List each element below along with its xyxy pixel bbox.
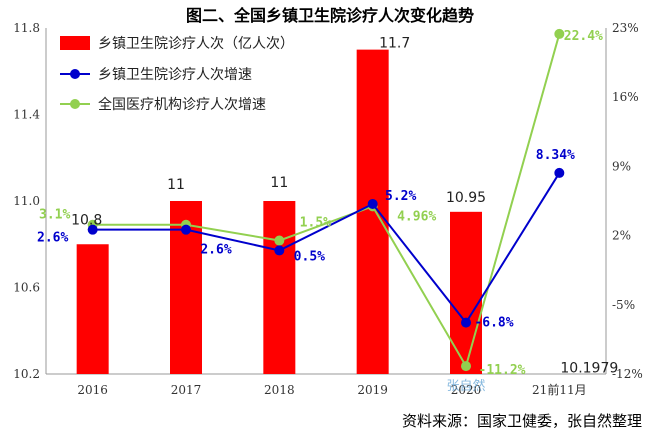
- right-tick-label: -12%: [612, 367, 643, 381]
- town-rate-line: [92, 172, 561, 325]
- national-rate-label: 1.5%: [300, 216, 331, 231]
- point: [87, 224, 98, 235]
- legend-label: 全国医疗机构诊疗人次增速: [98, 96, 266, 113]
- x-tick-label: 2016: [77, 383, 108, 397]
- point: [554, 28, 565, 39]
- right-tick-label: 9%: [612, 159, 631, 173]
- bar: [450, 211, 482, 374]
- right-tick-label: 16%: [612, 90, 639, 104]
- national-rate-line: [92, 33, 561, 369]
- right-tick-label: -5%: [612, 298, 635, 312]
- point: [367, 198, 378, 209]
- left-tick-label: 11.4: [13, 108, 40, 122]
- national-rate-label: -11.2%: [479, 363, 526, 378]
- x-tick-label: 2018: [264, 383, 295, 397]
- point: [274, 245, 285, 256]
- x-tick-label: 2017: [171, 383, 202, 397]
- point: [274, 235, 285, 246]
- chart-title: 图二、全国乡镇卫生院诊疗人次变化趋势: [185, 6, 474, 25]
- town-rate-label: 2.6%: [37, 231, 68, 246]
- x-tick-label: 2019: [357, 383, 388, 397]
- legend-label: 乡镇卫生院诊疗人次（亿人次）: [98, 36, 294, 52]
- left-tick-label: 11.8: [13, 21, 40, 35]
- national-rate-label: 3.1%: [39, 208, 70, 223]
- bar-value-label: 10.95: [446, 190, 486, 206]
- legend-swatch-bar: [60, 36, 90, 50]
- town-rate-label: 5.2%: [385, 189, 416, 204]
- point: [461, 361, 471, 372]
- x-tick-label: 21前11月: [532, 382, 587, 397]
- town-rate-label: -6.8%: [474, 316, 513, 331]
- point: [554, 167, 565, 178]
- bar-value-label: 10.8: [71, 212, 102, 228]
- source-note: 资料来源：国家卫健委，张自然整理: [401, 412, 642, 430]
- town-rate-label: 2.6%: [200, 243, 231, 258]
- national-rate-label: 4.96%: [397, 209, 436, 224]
- bar-value-label: 11: [270, 175, 288, 191]
- legend-swatch-national-dot: [70, 99, 80, 109]
- left-tick-label: 10.2: [13, 367, 40, 381]
- x-tick-label: 2020: [451, 383, 482, 397]
- left-tick-label: 11.0: [13, 194, 40, 208]
- bar-value-label: 11.7: [379, 36, 410, 52]
- bar-value-label: 10.1979: [560, 360, 618, 376]
- bar: [76, 244, 109, 374]
- town-rate-label: 0.5%: [294, 249, 325, 264]
- point: [461, 317, 471, 328]
- watermark: 张自然: [446, 378, 485, 394]
- left-tick-label: 10.6: [13, 281, 40, 295]
- legend-swatch-town-dot: [70, 69, 80, 79]
- point: [181, 224, 191, 235]
- bar: [356, 49, 389, 374]
- right-tick-label: 23%: [612, 21, 639, 35]
- right-tick-label: 2%: [612, 229, 631, 243]
- legend-label: 乡镇卫生院诊疗人次增速: [98, 67, 252, 83]
- bar-value-label: 11: [167, 177, 185, 193]
- bar: [263, 201, 296, 374]
- national-rate-label: 22.4%: [564, 29, 603, 44]
- town-rate-label: 8.34%: [536, 148, 575, 163]
